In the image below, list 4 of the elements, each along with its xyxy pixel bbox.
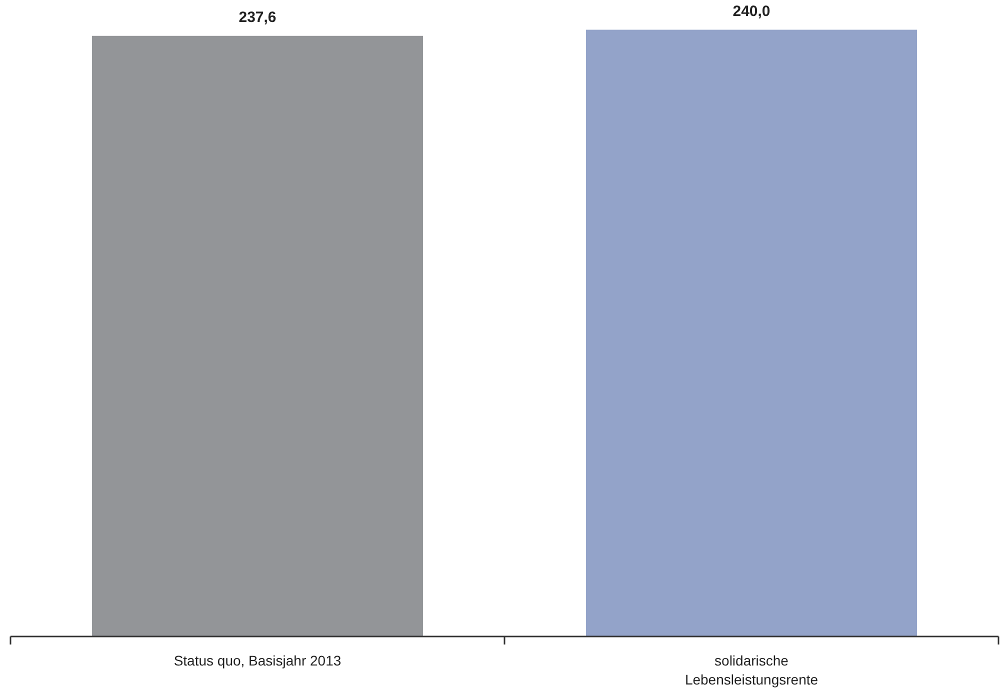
data-label: 240,0	[732, 2, 770, 20]
x-tick-label: Status quo, Basisjahr 2013	[174, 652, 342, 668]
x-tick-label: solidarische Lebensleistungsrente	[684, 652, 818, 688]
data-label: 237,6	[238, 8, 276, 26]
